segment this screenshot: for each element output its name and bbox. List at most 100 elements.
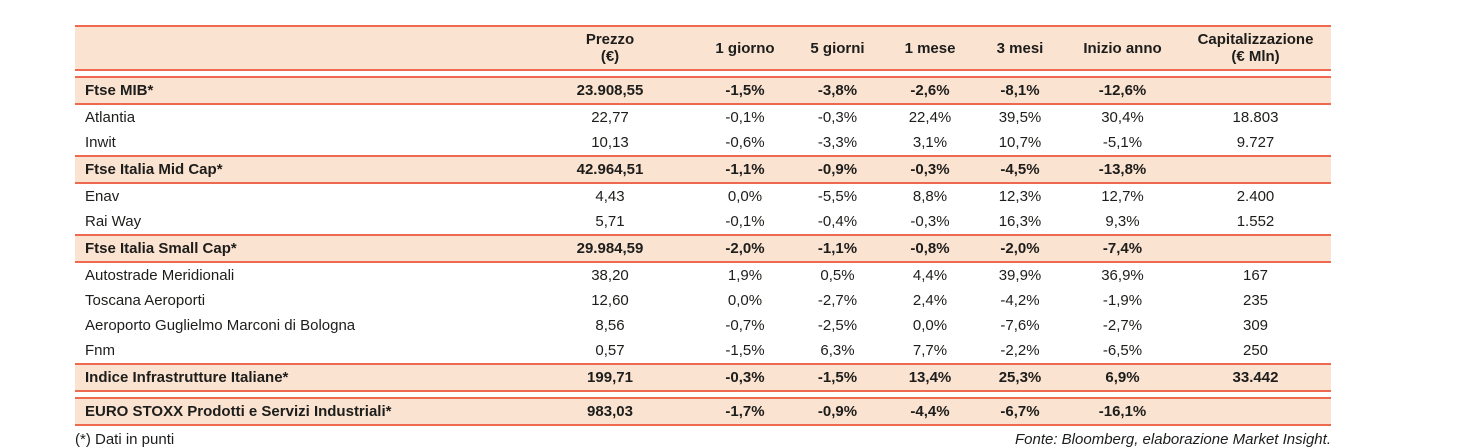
cell-1-giorno: 0,0%: [700, 183, 790, 209]
row-name: Indice Infrastrutture Italiane*: [75, 363, 520, 392]
cell-1-giorno: -2,0%: [700, 234, 790, 263]
header-3-mesi: 3 mesi: [975, 25, 1065, 71]
cell-5-giorni: -2,7%: [790, 288, 885, 313]
cell-5-giorni: 0,5%: [790, 262, 885, 288]
footnote-dati-in-punti: (*) Dati in punti: [75, 431, 175, 448]
header-prezzo: Prezzo (€): [520, 25, 700, 71]
cell-capitalizzazione: 33.442: [1180, 363, 1331, 392]
cell-3-mesi: 39,9%: [975, 262, 1065, 288]
cell-1-mese: 2,4%: [885, 288, 975, 313]
cell-capitalizzazione: 309: [1180, 313, 1331, 338]
cell-3-mesi: 10,7%: [975, 130, 1065, 156]
cell-prezzo: 4,43: [520, 183, 700, 209]
row-name: EURO STOXX Prodotti e Servizi Industrial…: [75, 397, 520, 426]
cell-5-giorni: -0,9%: [790, 397, 885, 426]
header-capitalizzazione: Capitalizzazione (€ Mln): [1180, 25, 1331, 71]
cell-capitalizzazione: [1180, 155, 1331, 184]
cell-capitalizzazione: 235: [1180, 288, 1331, 313]
header-inizio-anno: Inizio anno: [1065, 25, 1180, 71]
cell-inizio-anno: 9,3%: [1065, 209, 1180, 235]
cell-inizio-anno: 12,7%: [1065, 183, 1180, 209]
table-row: Atlantia 22,77 -0,1% -0,3% 22,4% 39,5% 3…: [75, 104, 1331, 130]
cell-5-giorni: -2,5%: [790, 313, 885, 338]
table-row: Inwit 10,13 -0,6% -3,3% 3,1% 10,7% -5,1%…: [75, 130, 1331, 156]
cell-capitalizzazione: [1180, 397, 1331, 426]
cell-prezzo: 8,56: [520, 313, 700, 338]
cell-inizio-anno: 6,9%: [1065, 363, 1180, 392]
cell-1-giorno: -0,1%: [700, 104, 790, 130]
cell-1-mese: -0,3%: [885, 155, 975, 184]
cell-capitalizzazione: 167: [1180, 262, 1331, 288]
cell-5-giorni: -0,3%: [790, 104, 885, 130]
cell-5-giorni: -5,5%: [790, 183, 885, 209]
header-1-mese: 1 mese: [885, 25, 975, 71]
table-row: Rai Way 5,71 -0,1% -0,4% -0,3% 16,3% 9,3…: [75, 209, 1331, 235]
cell-3-mesi: 12,3%: [975, 183, 1065, 209]
cell-1-giorno: -0,7%: [700, 313, 790, 338]
row-name: Atlantia: [75, 104, 520, 130]
cell-prezzo: 42.964,51: [520, 155, 700, 184]
cell-inizio-anno: -16,1%: [1065, 397, 1180, 426]
cell-prezzo: 10,13: [520, 130, 700, 156]
cell-capitalizzazione: 2.400: [1180, 183, 1331, 209]
table-row: Ftse Italia Small Cap* 29.984,59 -2,0% -…: [75, 234, 1331, 263]
cell-capitalizzazione: [1180, 76, 1331, 105]
cell-inizio-anno: -7,4%: [1065, 234, 1180, 263]
cell-1-mese: -2,6%: [885, 76, 975, 105]
table-row: Autostrade Meridionali 38,20 1,9% 0,5% 4…: [75, 262, 1331, 288]
cell-inizio-anno: 30,4%: [1065, 104, 1180, 130]
row-name: Ftse Italia Mid Cap*: [75, 155, 520, 184]
cell-5-giorni: -1,5%: [790, 363, 885, 392]
euro-stoxx-gap: [75, 391, 1331, 398]
cell-5-giorni: 6,3%: [790, 338, 885, 364]
source-attribution: Fonte: Bloomberg, elaborazione Market In…: [1014, 431, 1331, 448]
row-name: Rai Way: [75, 209, 520, 235]
row-name: Fnm: [75, 338, 520, 364]
row-name: Inwit: [75, 130, 520, 156]
cell-capitalizzazione: 9.727: [1180, 130, 1331, 156]
cell-1-giorno: -0,3%: [700, 363, 790, 392]
market-performance-table: Prezzo (€) 1 giorno 5 giorni 1 mese 3 me…: [75, 25, 1331, 426]
cell-1-giorno: -1,1%: [700, 155, 790, 184]
table-header-row: Prezzo (€) 1 giorno 5 giorni 1 mese 3 me…: [75, 25, 1331, 71]
cell-3-mesi: -4,5%: [975, 155, 1065, 184]
cell-1-giorno: -0,6%: [700, 130, 790, 156]
cell-3-mesi: -2,0%: [975, 234, 1065, 263]
header-capitalizzazione-line2: (€ Mln): [1231, 48, 1280, 65]
cell-prezzo: 12,60: [520, 288, 700, 313]
row-name: Toscana Aeroporti: [75, 288, 520, 313]
header-name: [75, 25, 520, 71]
cell-3-mesi: -8,1%: [975, 76, 1065, 105]
cell-3-mesi: -4,2%: [975, 288, 1065, 313]
cell-1-giorno: 0,0%: [700, 288, 790, 313]
cell-inizio-anno: 36,9%: [1065, 262, 1180, 288]
cell-prezzo: 29.984,59: [520, 234, 700, 263]
table-row: EURO STOXX Prodotti e Servizi Industrial…: [75, 397, 1331, 426]
cell-capitalizzazione: 1.552: [1180, 209, 1331, 235]
cell-1-mese: 22,4%: [885, 104, 975, 130]
cell-1-mese: 13,4%: [885, 363, 975, 392]
cell-capitalizzazione: 250: [1180, 338, 1331, 364]
cell-prezzo: 0,57: [520, 338, 700, 364]
cell-1-mese: 0,0%: [885, 313, 975, 338]
cell-prezzo: 23.908,55: [520, 76, 700, 105]
table-row: Ftse Italia Mid Cap* 42.964,51 -1,1% -0,…: [75, 155, 1331, 184]
table-row: Enav 4,43 0,0% -5,5% 8,8% 12,3% 12,7% 2.…: [75, 183, 1331, 209]
cell-1-mese: 4,4%: [885, 262, 975, 288]
cell-5-giorni: -0,4%: [790, 209, 885, 235]
market-performance-table-section: Prezzo (€) 1 giorno 5 giorni 1 mese 3 me…: [75, 25, 1331, 448]
cell-prezzo: 22,77: [520, 104, 700, 130]
cell-inizio-anno: -12,6%: [1065, 76, 1180, 105]
table-row: Indice Infrastrutture Italiane* 199,71 -…: [75, 363, 1331, 392]
cell-capitalizzazione: [1180, 234, 1331, 263]
cell-1-giorno: -1,7%: [700, 397, 790, 426]
cell-1-mese: 3,1%: [885, 130, 975, 156]
table-row: Fnm 0,57 -1,5% 6,3% 7,7% -2,2% -6,5% 250: [75, 338, 1331, 364]
cell-inizio-anno: -5,1%: [1065, 130, 1180, 156]
cell-inizio-anno: -13,8%: [1065, 155, 1180, 184]
cell-1-mese: 8,8%: [885, 183, 975, 209]
cell-1-giorno: 1,9%: [700, 262, 790, 288]
header-prezzo-line1: Prezzo: [585, 31, 635, 48]
cell-5-giorni: -0,9%: [790, 155, 885, 184]
cell-inizio-anno: -6,5%: [1065, 338, 1180, 364]
